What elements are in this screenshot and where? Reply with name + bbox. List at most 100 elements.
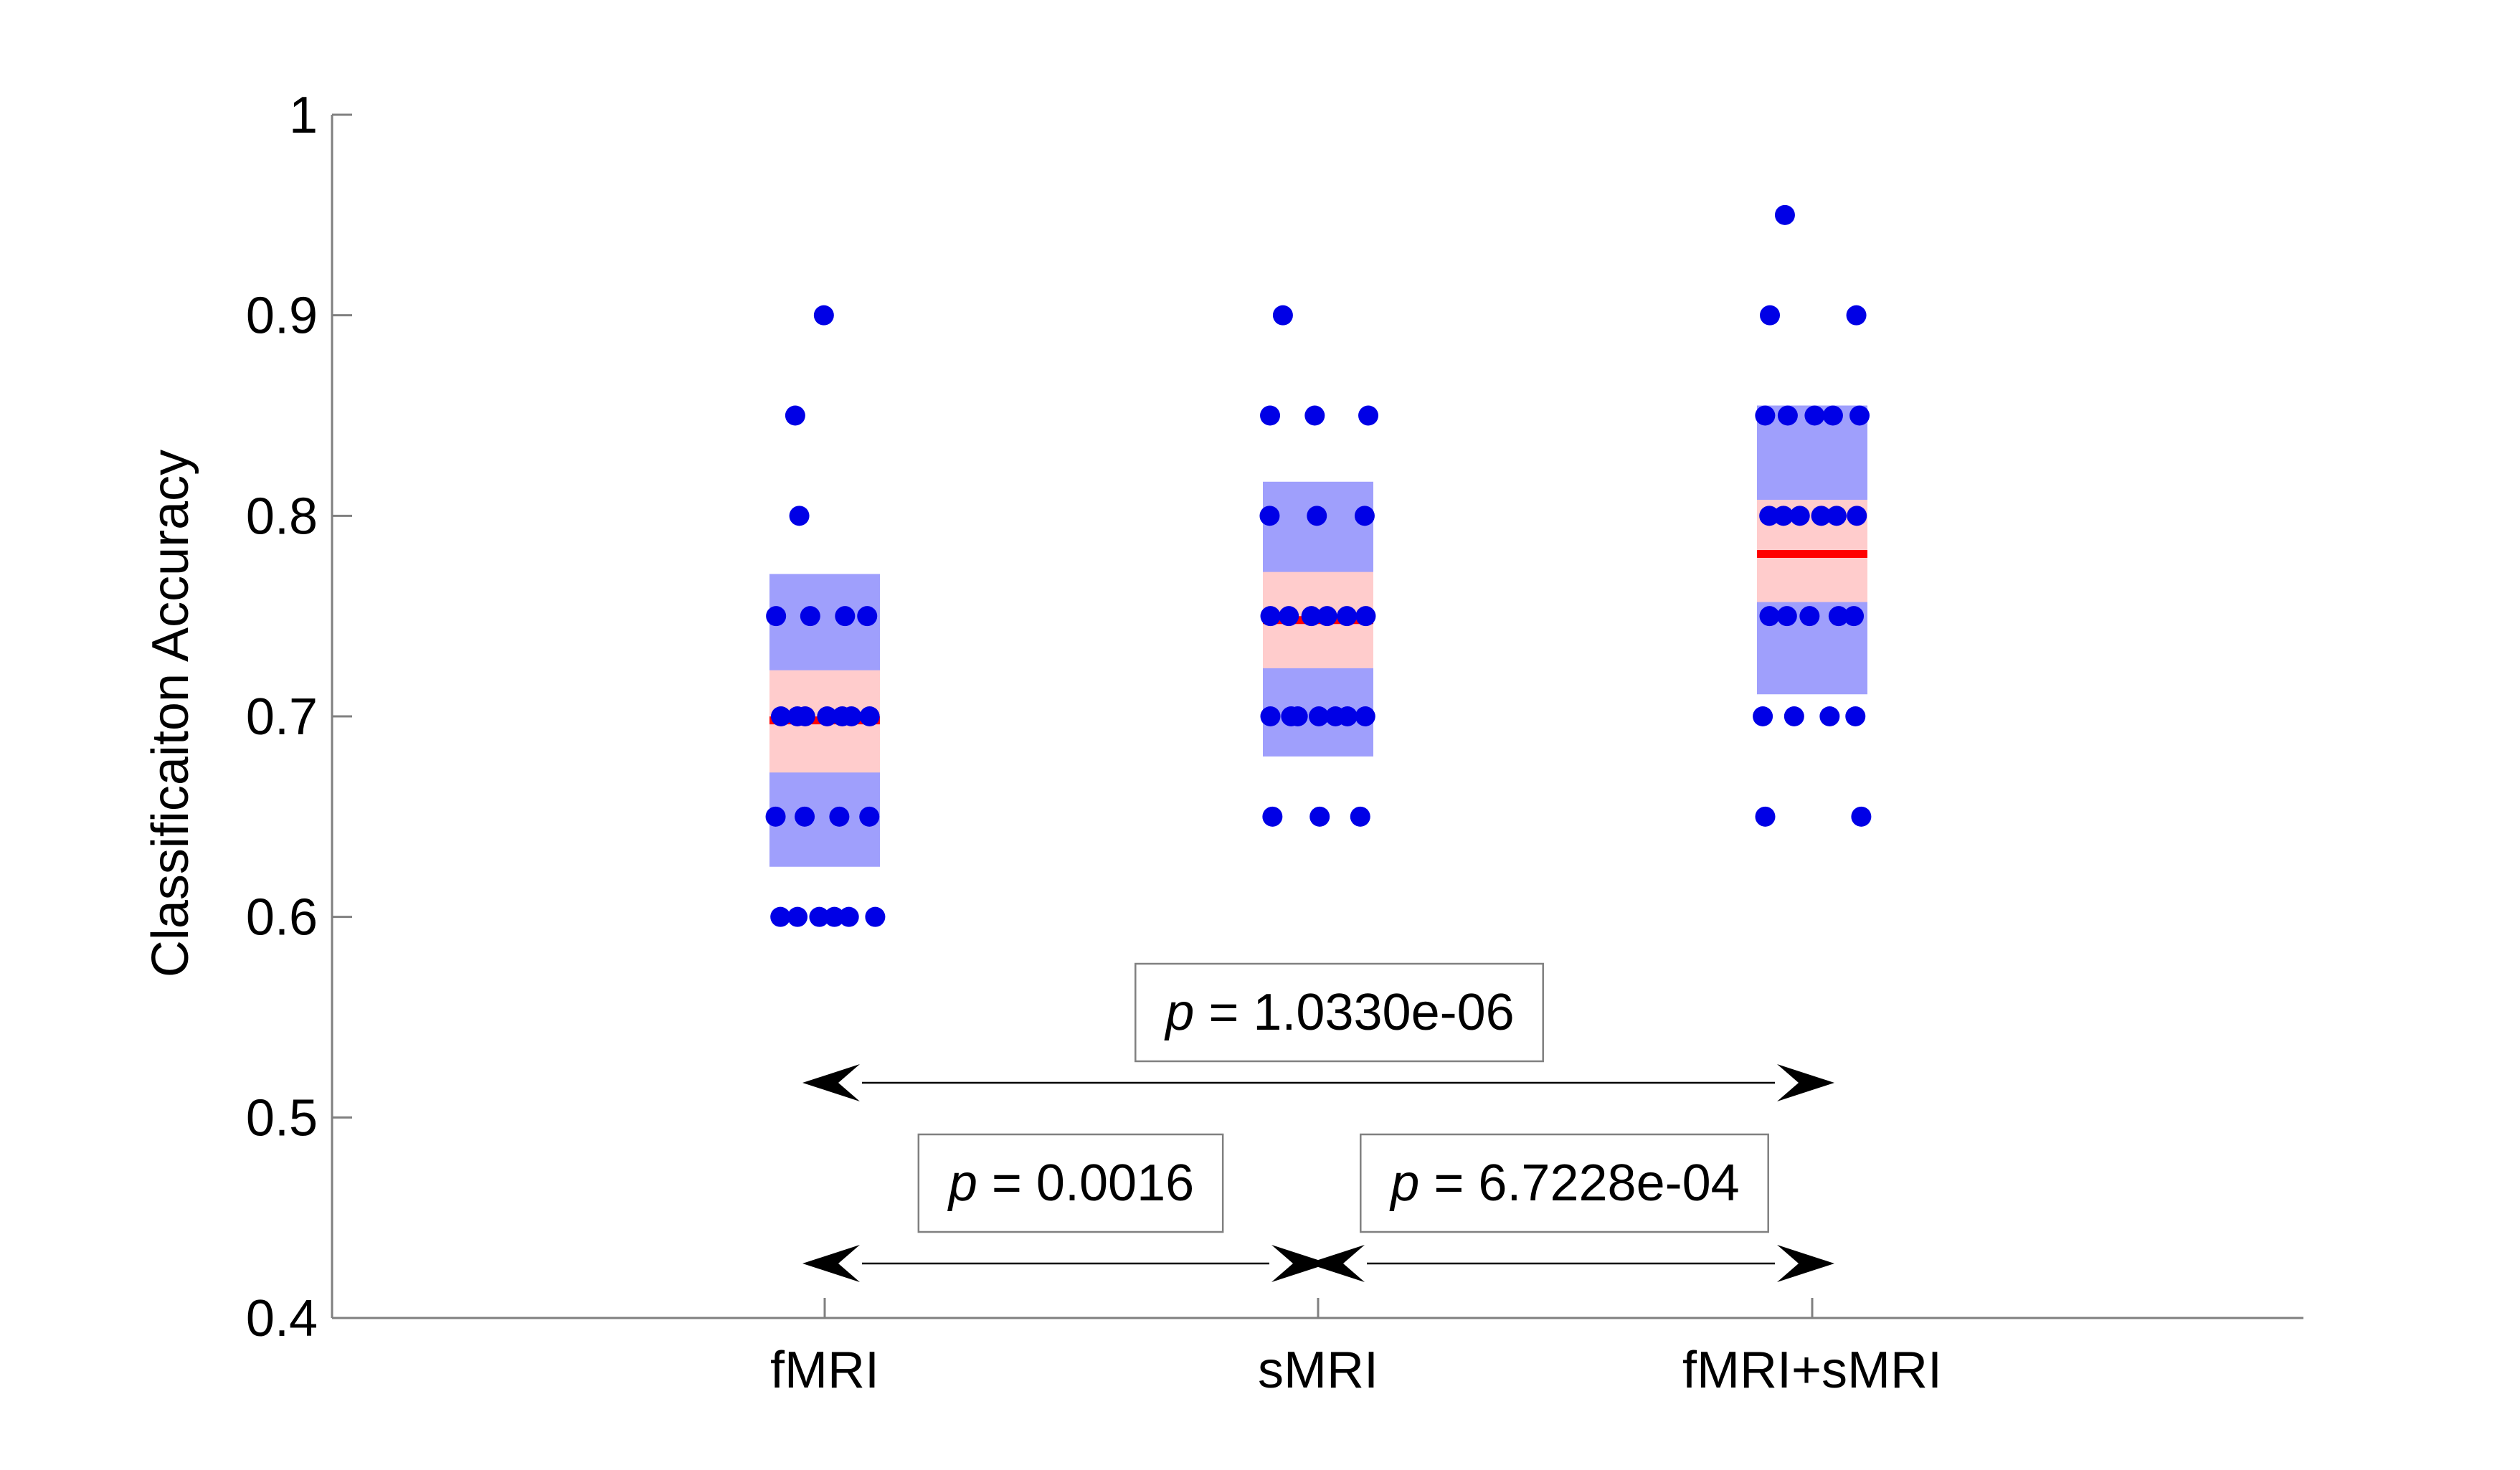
data-point xyxy=(1304,405,1325,426)
data-point xyxy=(1309,806,1330,827)
data-point xyxy=(1846,305,1867,326)
x-tick-label: sMRI xyxy=(1258,1342,1378,1399)
y-tick-label: 0.8 xyxy=(246,488,318,545)
comparisons: p = 1.0330e-06p = 0.0016 p = 6.7228e-04 xyxy=(802,962,1834,1282)
data-point xyxy=(1819,706,1840,726)
data-point xyxy=(1307,506,1327,526)
arrow-head xyxy=(1777,1064,1834,1101)
data-point xyxy=(785,405,805,426)
data-point xyxy=(829,806,850,827)
data-point xyxy=(1847,506,1867,526)
p-value-label: p = 0.0016 xyxy=(917,1133,1224,1233)
y-tick-label: 0.5 xyxy=(246,1089,318,1147)
p-value: = 1.0330e-06 xyxy=(1194,984,1514,1041)
data-point xyxy=(1826,506,1847,526)
data-point xyxy=(1849,405,1870,426)
data-point xyxy=(1845,706,1866,726)
data-point xyxy=(838,906,859,927)
y-tick-label: 1 xyxy=(289,87,318,144)
data-point xyxy=(1760,305,1781,326)
data-point xyxy=(1776,606,1797,627)
p-value-box xyxy=(1360,1133,1769,1233)
p-symbol: p xyxy=(1389,1154,1419,1212)
data-point xyxy=(1279,606,1299,627)
data-point xyxy=(1350,806,1370,827)
data-point xyxy=(859,806,880,827)
data-point xyxy=(817,706,838,726)
data-point xyxy=(1358,405,1379,426)
data-point xyxy=(1354,506,1375,526)
data-point xyxy=(1789,506,1810,526)
data-point xyxy=(1337,706,1358,726)
data-point xyxy=(766,606,787,627)
y-tick-label: 0.6 xyxy=(246,889,318,947)
data-point xyxy=(1851,806,1872,827)
data-point xyxy=(1773,506,1794,526)
data-point xyxy=(1355,706,1375,726)
y-tick-label: 0.9 xyxy=(246,288,318,345)
data-point xyxy=(1828,606,1849,627)
data-point xyxy=(1844,606,1865,627)
p-value: = 0.0016 xyxy=(977,1154,1194,1212)
data-point xyxy=(1260,606,1281,627)
x-tick-label: fMRI xyxy=(770,1342,879,1399)
arrow-head xyxy=(1307,1245,1365,1282)
arrow-head xyxy=(1271,1245,1329,1282)
data-point xyxy=(795,806,815,827)
data-point xyxy=(800,606,820,627)
data-point xyxy=(1317,606,1337,627)
data-point xyxy=(1753,706,1773,726)
data-point xyxy=(824,906,845,927)
data-point xyxy=(835,606,856,627)
data-point xyxy=(1759,506,1780,526)
data-point xyxy=(1755,806,1776,827)
data-point xyxy=(809,906,830,927)
data-point xyxy=(1755,405,1776,426)
p-symbol: p xyxy=(947,1154,977,1212)
data-point xyxy=(1337,606,1358,627)
data-point xyxy=(1777,405,1798,426)
data-point xyxy=(770,906,791,927)
data-point xyxy=(771,706,792,726)
arrow-head xyxy=(802,1064,860,1101)
data-point xyxy=(857,606,878,627)
data-point xyxy=(787,906,808,927)
data-point xyxy=(1759,606,1780,627)
p-value-text: p = 1.0330e-06 xyxy=(1164,984,1514,1041)
data-point xyxy=(1799,606,1820,627)
data-point xyxy=(1774,204,1795,225)
data-point xyxy=(1260,405,1281,426)
data-point xyxy=(1287,706,1308,726)
data-point xyxy=(1804,405,1825,426)
p-value-box xyxy=(917,1133,1224,1233)
data-point xyxy=(1309,706,1330,726)
data-point xyxy=(841,706,862,726)
p-symbol: p xyxy=(1164,984,1194,1041)
data-point xyxy=(1262,806,1283,827)
data-point xyxy=(1784,706,1804,726)
y-tick-label: 0.7 xyxy=(246,688,318,746)
p-value: = 6.7228e-04 xyxy=(1419,1154,1739,1212)
data-point xyxy=(1301,606,1322,627)
arrow-head xyxy=(802,1245,860,1282)
p-value-box xyxy=(1135,962,1544,1063)
p-value-label: p = 1.0330e-06 xyxy=(1135,962,1544,1063)
axes: 0.4 0.5 0.6 0.7 0.8 0.9 1 fMRI sMRI fMRI+sMRI xyxy=(246,87,2303,1399)
arrow-head xyxy=(1777,1245,1834,1282)
y-axis-label: Classificaiton Accuracy xyxy=(142,450,199,977)
data-points xyxy=(765,204,1872,927)
x-tick-label: fMRI+sMRI xyxy=(1682,1342,1942,1399)
data-point xyxy=(765,806,786,827)
p-value-text: p = 0.0016 xyxy=(947,1154,1194,1212)
data-point xyxy=(1822,405,1843,426)
data-point xyxy=(1811,506,1832,526)
data-point xyxy=(789,506,810,526)
data-point xyxy=(865,906,886,927)
data-point xyxy=(1355,606,1376,627)
bands xyxy=(769,405,1867,867)
p-value-text: p = 6.7228e-04 xyxy=(1389,1154,1739,1212)
p-value-label: p = 6.7228e-04 xyxy=(1360,1133,1769,1233)
data-point xyxy=(1272,305,1293,326)
data-point xyxy=(1260,706,1281,726)
